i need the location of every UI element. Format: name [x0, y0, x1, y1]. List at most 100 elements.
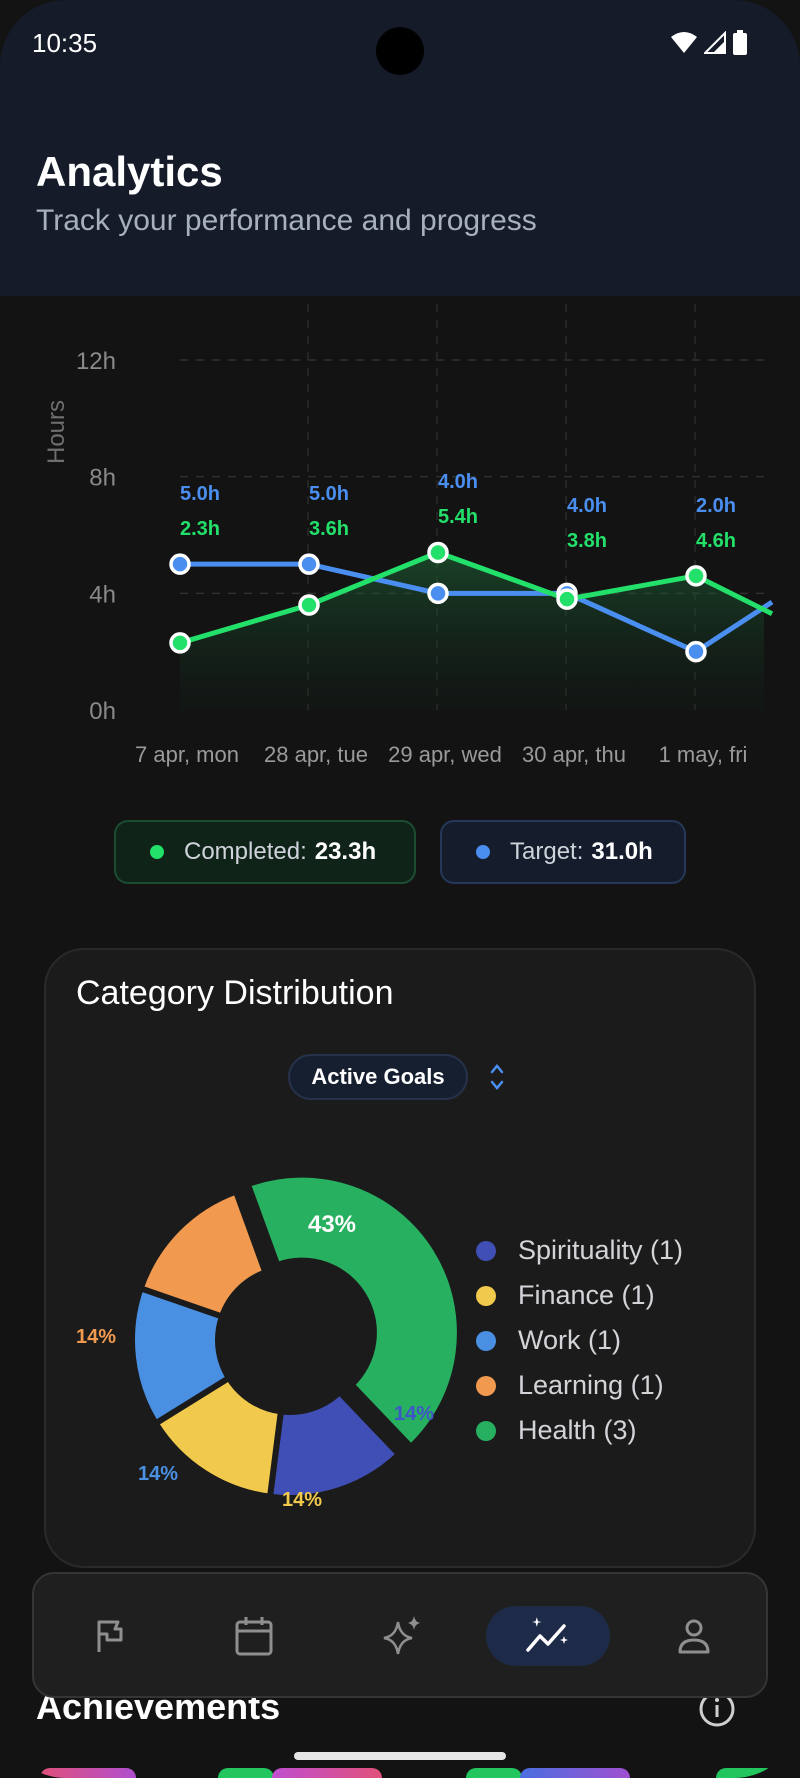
category-distribution-card: Category Distribution Active Goals 43% 14…: [44, 948, 756, 1568]
nav-analytics[interactable]: [518, 1606, 578, 1666]
pie-slice-label: 14%: [394, 1403, 434, 1425]
completed-line: [179, 550, 774, 646]
pie-slice: [266, 1389, 403, 1501]
goals-filter-label: Active Goals: [311, 1064, 445, 1089]
y-tick-label: 4h: [89, 581, 116, 608]
hours-chart: 5.0h 2.3h 5.0h 3.6h 4.0h 5.4h 4.0h 3.8h 2.0h 4.6h…: [0, 296, 800, 776]
legend-label: Learning (1): [518, 1370, 664, 1400]
completed-point: [169, 632, 191, 654]
x-tick-label: 30 apr, thu: [522, 742, 626, 767]
target-data-label: 4.0h: [567, 495, 607, 517]
y-tick-label: 8h: [89, 465, 116, 492]
pie-slice-label: 14%: [76, 1326, 116, 1348]
card-title: Category Distribution: [76, 974, 394, 1012]
achievement-chip: [520, 1768, 630, 1778]
line-chart-svg: 5.0h 2.3h 5.0h 3.6h 4.0h 5.4h 4.0h 3.8h 2.0h 4.6h…: [43, 304, 774, 767]
signal-icon: [704, 31, 726, 54]
target-data-label: 2.0h: [696, 495, 736, 517]
legend-dot: [476, 1375, 496, 1396]
goals-filter-select[interactable]: Active Goals: [288, 1054, 468, 1100]
battery-icon: [733, 30, 747, 55]
completed-dot: [150, 845, 164, 859]
legend-item-health: Health (3): [476, 1408, 683, 1453]
target-point: [685, 640, 707, 663]
pie-slice: [244, 1171, 463, 1450]
legend-label: Spirituality (1): [518, 1235, 684, 1265]
completed-data-label: 3.8h: [567, 530, 607, 552]
x-tick-label: 28 apr, tue: [264, 742, 368, 767]
legend-label: Work (1): [518, 1325, 622, 1355]
legend-item-finance: Finance (1): [476, 1273, 683, 1318]
completed-summary-pill[interactable]: Completed: 23.3h: [114, 820, 416, 884]
legend-item-work: Work (1): [476, 1318, 683, 1363]
target-summary-pill[interactable]: Target: 31.0h: [440, 820, 686, 884]
pie-legend: Spirituality (1) Finance (1) Work (1) Le…: [476, 1228, 683, 1453]
target-data-label: 5.0h: [180, 483, 220, 505]
achievement-chip: [40, 1768, 136, 1778]
achievement-chip: [272, 1768, 382, 1778]
target-data-label: 4.0h: [438, 471, 478, 493]
x-tick-label: 7 apr, mon: [135, 742, 239, 767]
y-tick-label: 12h: [76, 348, 116, 375]
legend-label: Finance (1): [518, 1280, 655, 1310]
bottom-nav: [32, 1572, 768, 1698]
completed-point: [427, 541, 449, 564]
nav-profile[interactable]: [664, 1606, 724, 1666]
pie-slice-label: 14%: [138, 1463, 178, 1485]
status-time: 10:35: [32, 28, 98, 58]
y-tick-label: 0h: [89, 698, 116, 725]
completed-label: Completed:: [184, 838, 307, 865]
target-value: 31.0h: [591, 838, 653, 865]
flag-icon: [97, 1620, 123, 1652]
pie-slice-label: 43%: [308, 1211, 356, 1238]
legend-label: Health (3): [518, 1415, 637, 1445]
x-tick-label: 1 may, fri: [659, 742, 748, 767]
pie-slice-label: 14%: [282, 1489, 322, 1511]
home-indicator: [294, 1752, 506, 1760]
target-label: Target:: [510, 838, 584, 865]
header: 10:35 Analytics Track your performance a…: [0, 0, 800, 296]
completed-value: 23.3h: [314, 838, 377, 865]
profile-icon: [678, 1619, 710, 1654]
legend-dot: [476, 1420, 496, 1441]
completed-point: [298, 594, 320, 616]
target-data-label: 5.0h: [309, 483, 349, 505]
nav-calendar[interactable]: [224, 1606, 284, 1666]
nav-ai[interactable]: [372, 1606, 432, 1666]
target-point: [298, 553, 320, 575]
legend-dot: [476, 1240, 496, 1261]
chevron-up-down-icon[interactable]: [490, 1062, 504, 1092]
legend-dot: [476, 1285, 496, 1306]
achievement-chip: [218, 1768, 274, 1778]
completed-data-label: 2.3h: [180, 518, 220, 540]
pie-slice: [137, 1188, 269, 1320]
nav-goals[interactable]: [80, 1606, 140, 1666]
nav-active-indicator: [486, 1606, 610, 1666]
pie-slice: [129, 1285, 232, 1427]
completed-area: [180, 552, 764, 710]
target-dot: [476, 845, 490, 859]
completed-data-label: 5.4h: [438, 506, 478, 528]
completed-data-label: 4.6h: [696, 530, 736, 552]
completed-point: [556, 588, 578, 610]
target-point: [169, 553, 191, 575]
x-tick-label: 29 apr, wed: [388, 742, 502, 767]
target-line: [180, 561, 774, 655]
status-icons: [670, 30, 748, 56]
page-title: Analytics: [36, 148, 223, 195]
completed-data-label: 3.6h: [309, 518, 349, 540]
analytics-icon: [526, 1617, 568, 1652]
achievement-chip: [716, 1768, 776, 1778]
y-axis-label: Hours: [43, 400, 70, 464]
legend-item-learning: Learning (1): [476, 1363, 683, 1408]
legend-item-spirituality: Spirituality (1): [476, 1228, 683, 1273]
camera-cutout: [376, 27, 424, 75]
completed-point: [685, 565, 707, 587]
page-subtitle: Track your performance and progress: [36, 204, 537, 237]
legend-dot: [476, 1330, 496, 1351]
achievement-chip: [466, 1768, 522, 1778]
calendar-icon: [235, 1617, 273, 1656]
pie-slice: [152, 1374, 284, 1500]
sparkles-icon: [383, 1616, 420, 1655]
